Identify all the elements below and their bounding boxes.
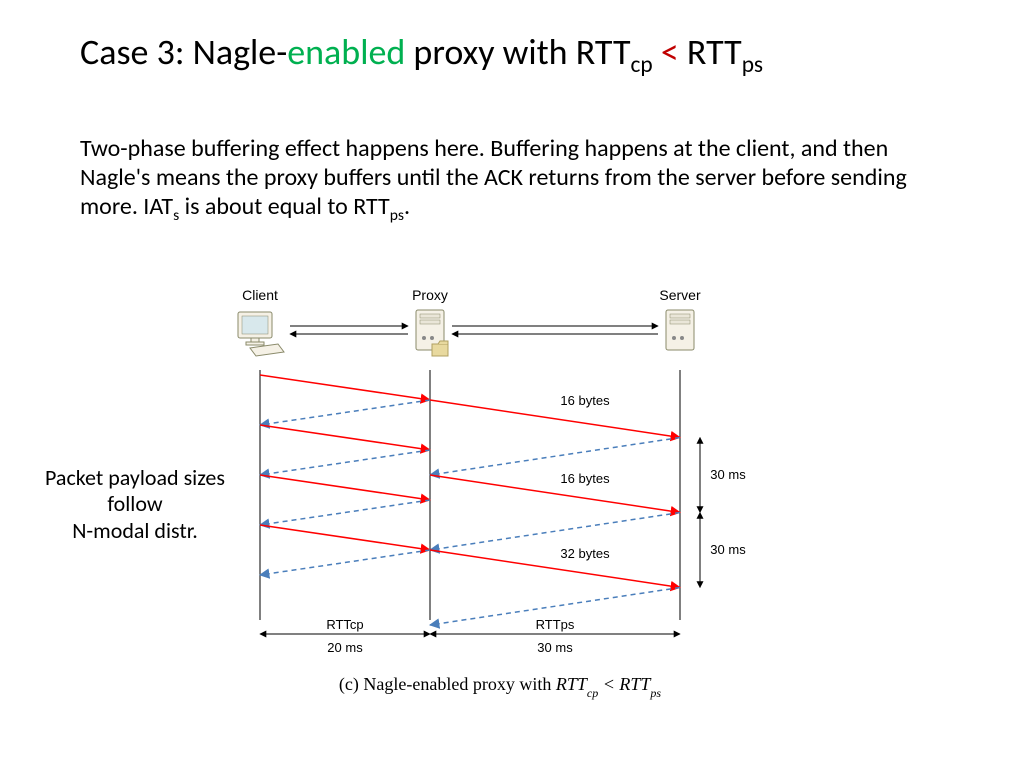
title-enabled: enabled bbox=[287, 30, 405, 74]
desc-tail: is about equal to RTT bbox=[179, 192, 390, 221]
side-note: Packet payload sizes follow N-modal dist… bbox=[35, 465, 235, 544]
title-sub1: cp bbox=[631, 51, 653, 79]
side-l2: follow bbox=[107, 490, 162, 517]
title-lt: < bbox=[653, 30, 687, 74]
title-sub2: ps bbox=[742, 51, 763, 79]
svg-text:RTTps: RTTps bbox=[536, 617, 575, 632]
slide-title: Case 3: Nagle-enabled proxy with RTTcp <… bbox=[80, 30, 763, 79]
svg-text:30 ms: 30 ms bbox=[537, 640, 573, 655]
title-p3: RTT bbox=[687, 30, 742, 74]
title-p2: proxy with RTT bbox=[405, 30, 630, 74]
svg-text:16 bytes: 16 bytes bbox=[560, 471, 610, 486]
description: Two-phase buffering effect happens here.… bbox=[80, 135, 910, 225]
svg-text:(c) Nagle-enabled proxy with R: (c) Nagle-enabled proxy with RTTcp < RTT… bbox=[339, 674, 661, 700]
title-p1: Case 3: Nagle- bbox=[80, 30, 287, 74]
svg-text:Client: Client bbox=[242, 290, 278, 303]
svg-text:16 bytes: 16 bytes bbox=[560, 393, 610, 408]
svg-text:32 bytes: 32 bytes bbox=[560, 546, 610, 561]
svg-text:Server: Server bbox=[659, 290, 701, 303]
svg-text:RTTcp: RTTcp bbox=[326, 617, 363, 632]
desc-sub2: ps bbox=[390, 205, 404, 224]
svg-text:30 ms: 30 ms bbox=[710, 467, 746, 482]
sequence-diagram: Client Proxy Server 16 bytes 16 bytes 32 byte… bbox=[220, 290, 800, 720]
svg-text:Proxy: Proxy bbox=[412, 290, 448, 303]
svg-text:30 ms: 30 ms bbox=[710, 542, 746, 557]
side-l3: N-modal distr. bbox=[72, 517, 198, 544]
diagram-svg: Client Proxy Server 16 bytes 16 bytes 32 byte… bbox=[220, 290, 800, 720]
svg-text:20 ms: 20 ms bbox=[327, 640, 363, 655]
desc-end: . bbox=[404, 192, 410, 221]
side-l1: Packet payload sizes bbox=[45, 464, 225, 491]
